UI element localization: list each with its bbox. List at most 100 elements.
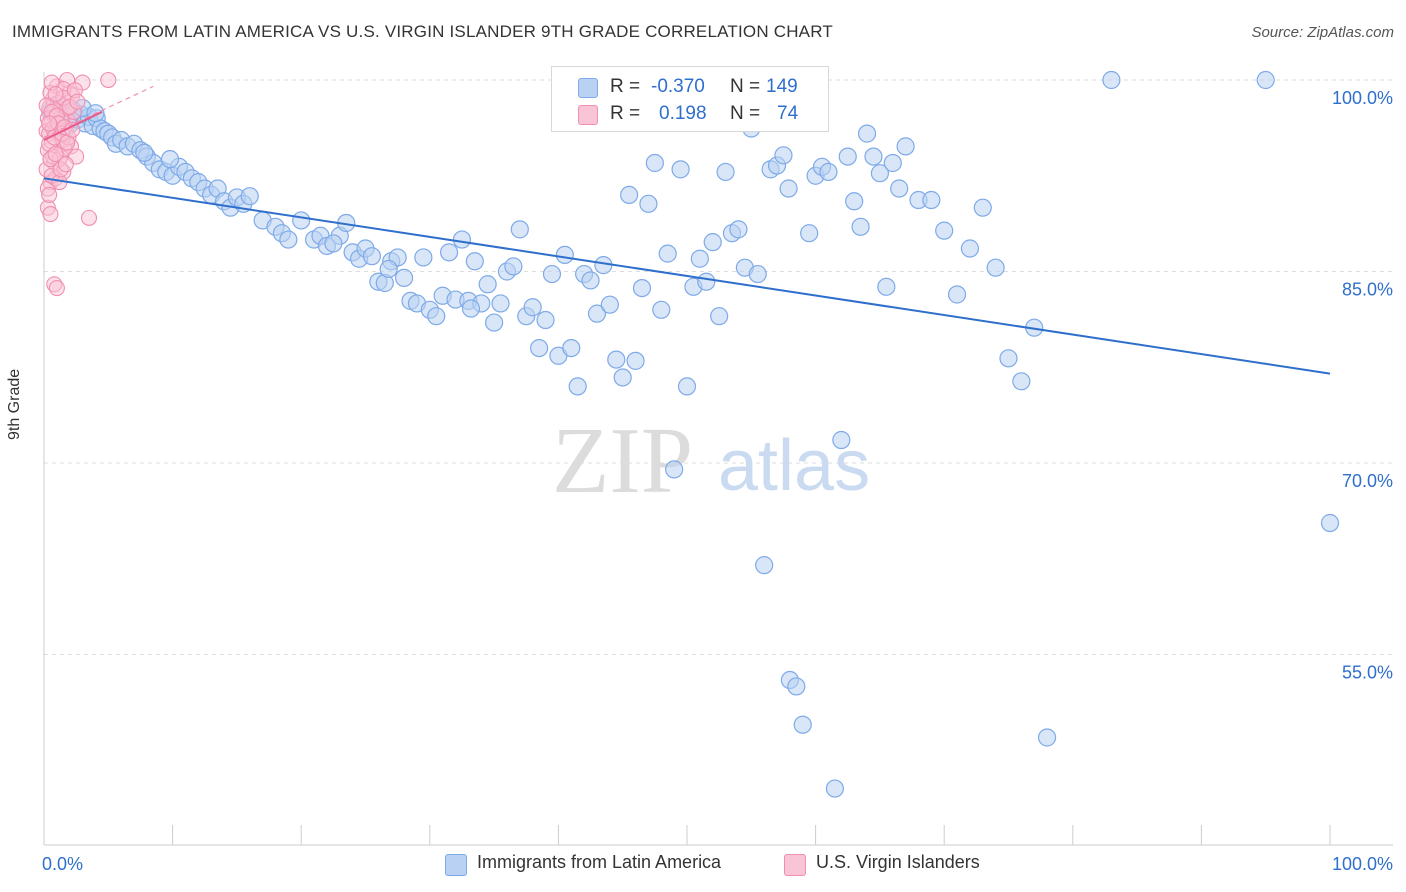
data-point-latin-america <box>160 150 180 169</box>
data-point-latin-america <box>523 298 542 317</box>
data-point-latin-america <box>279 230 298 249</box>
data-point-latin-america <box>825 779 844 798</box>
data-point-latin-america <box>504 257 523 276</box>
data-point-latin-america <box>568 377 587 396</box>
data-point-virgin-islanders <box>47 145 64 163</box>
stats-swatch-virgin-islanders <box>578 105 598 125</box>
data-point-latin-america <box>877 277 896 296</box>
data-point-latin-america <box>832 430 851 450</box>
data-point-latin-america <box>986 258 1005 277</box>
data-point-latin-america <box>362 247 382 266</box>
data-point-latin-america <box>555 245 574 265</box>
stats-n-label: N = <box>730 103 761 124</box>
legend-label-virgin-islanders: U.S. Virgin Islanders <box>816 852 980 872</box>
data-point-latin-america <box>838 147 857 166</box>
data-point-latin-america <box>729 220 748 239</box>
data-point-latin-america <box>883 153 902 173</box>
y-tick-label: 55.0% <box>1342 663 1393 683</box>
data-point-latin-america <box>716 162 735 182</box>
stats-r-value: 0.198 <box>659 103 707 124</box>
data-point-latin-america <box>324 234 343 253</box>
x-tick-label: 0.0% <box>42 854 83 874</box>
data-point-virgin-islanders <box>100 71 117 89</box>
stats-box: R = -0.370 N = 149 R = 0.198 N = 74 <box>551 66 829 132</box>
trend-lines <box>43 85 1331 375</box>
stats-r-label: R = <box>610 76 641 97</box>
data-point-latin-america <box>703 233 722 252</box>
stats-n-value: 74 <box>777 103 799 124</box>
legend-swatch-virgin-islanders <box>784 854 806 876</box>
data-point-latin-america <box>530 339 549 358</box>
data-point-latin-america <box>819 162 838 182</box>
data-point-latin-america <box>562 339 581 358</box>
data-point-latin-america <box>652 300 671 319</box>
data-point-latin-america <box>1037 728 1057 747</box>
data-point-latin-america <box>922 190 941 210</box>
data-point-latin-america <box>581 271 600 290</box>
data-point-latin-america <box>1320 513 1340 533</box>
y-axis-label: 9th Grade <box>6 368 23 440</box>
data-point-latin-america <box>439 243 459 262</box>
data-point-latin-america <box>427 307 446 326</box>
data-point-latin-america <box>671 160 690 179</box>
trend-line-latin-america <box>43 177 1331 375</box>
data-point-latin-america <box>1012 372 1031 391</box>
legend-label-latin-america: Immigrants from Latin America <box>477 852 722 872</box>
trend-line-virgin-islanders-dashed <box>43 85 154 138</box>
data-point-latin-america <box>632 278 652 298</box>
source-label: Source: ZipAtlas.com <box>1251 24 1394 41</box>
data-point-latin-america <box>587 304 607 323</box>
y-tick-label: 100.0% <box>1332 88 1393 108</box>
data-point-latin-america <box>787 677 806 696</box>
data-point-latin-america <box>1102 70 1121 90</box>
data-point-latin-america <box>870 164 890 183</box>
data-point-latin-america <box>536 310 555 330</box>
data-point-virgin-islanders <box>41 186 58 203</box>
data-point-latin-america <box>607 350 626 369</box>
data-point-latin-america <box>394 268 414 287</box>
data-point-virgin-islanders <box>69 93 86 110</box>
data-point-latin-america <box>379 259 398 279</box>
data-point-latin-america <box>452 230 472 249</box>
data-point-latin-america <box>864 147 883 166</box>
data-point-latin-america <box>510 220 529 239</box>
data-point-latin-america <box>973 198 992 217</box>
stats-swatch-latin-america <box>578 78 598 98</box>
stats-n-label: N = <box>730 76 761 97</box>
data-point-latin-america <box>697 272 716 291</box>
data-point-latin-america <box>960 239 980 258</box>
watermark-zip: ZIP <box>552 409 693 513</box>
tick-labels: 100.0% 85.0% 70.0% 55.0% 0.0% 100.0% <box>42 88 1393 874</box>
data-point-latin-america <box>755 556 774 575</box>
data-point-latin-america <box>645 153 664 173</box>
data-point-latin-america <box>461 299 481 318</box>
data-point-virgin-islanders <box>57 156 74 173</box>
series-latin-america-points <box>41 70 1340 798</box>
data-point-latin-america <box>600 295 619 314</box>
data-point-latin-america <box>240 187 259 206</box>
y-tick-label: 85.0% <box>1342 280 1393 300</box>
data-point-latin-america <box>774 146 793 165</box>
data-point-latin-america <box>677 377 697 396</box>
data-point-latin-america <box>485 313 504 332</box>
legend-swatch-latin-america <box>445 854 467 876</box>
x-tick-label: 100.0% <box>1332 854 1393 874</box>
data-point-latin-america <box>690 249 709 268</box>
data-point-latin-america <box>658 244 677 263</box>
data-point-latin-america <box>414 248 433 267</box>
data-point-virgin-islanders <box>80 209 98 226</box>
data-point-latin-america <box>613 368 632 387</box>
data-point-virgin-islanders <box>42 206 59 223</box>
data-point-latin-america <box>999 349 1018 368</box>
data-point-virgin-islanders <box>41 115 58 132</box>
data-point-latin-america <box>1256 70 1275 90</box>
data-point-virgin-islanders <box>47 85 64 103</box>
data-point-latin-america <box>620 185 639 204</box>
data-point-latin-america <box>857 124 877 143</box>
data-point-latin-america <box>491 294 510 313</box>
stats-n-value: 149 <box>766 76 798 97</box>
data-point-latin-america <box>800 224 819 243</box>
data-point-latin-america <box>896 137 915 156</box>
stats-r-value: -0.370 <box>651 76 705 97</box>
data-point-latin-america <box>626 351 645 370</box>
